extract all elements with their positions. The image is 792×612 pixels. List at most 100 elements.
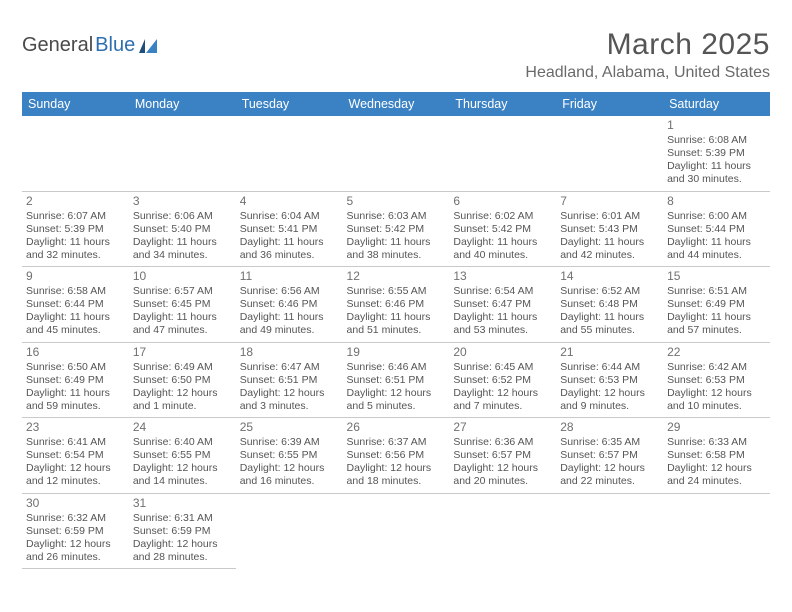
col-saturday: Saturday bbox=[663, 92, 770, 116]
sunrise-text: Sunrise: 6:52 AM bbox=[560, 285, 659, 298]
sunset-text: Sunset: 5:41 PM bbox=[240, 223, 339, 236]
day-number: 16 bbox=[26, 345, 125, 360]
sunrise-text: Sunrise: 6:02 AM bbox=[453, 210, 552, 223]
sunset-text: Sunset: 6:46 PM bbox=[347, 298, 446, 311]
calendar-cell: 10Sunrise: 6:57 AMSunset: 6:45 PMDayligh… bbox=[129, 267, 236, 343]
sunset-text: Sunset: 6:55 PM bbox=[133, 449, 232, 462]
sunrise-text: Sunrise: 6:51 AM bbox=[667, 285, 766, 298]
calendar-cell: 23Sunrise: 6:41 AMSunset: 6:54 PMDayligh… bbox=[22, 418, 129, 494]
sunset-text: Sunset: 6:44 PM bbox=[26, 298, 125, 311]
daylight-text: Daylight: 11 hours and 51 minutes. bbox=[347, 311, 446, 337]
daylight-text: Daylight: 12 hours and 16 minutes. bbox=[240, 462, 339, 488]
sunrise-text: Sunrise: 6:00 AM bbox=[667, 210, 766, 223]
sunrise-text: Sunrise: 6:08 AM bbox=[667, 134, 766, 147]
sunset-text: Sunset: 5:44 PM bbox=[667, 223, 766, 236]
calendar-cell: 17Sunrise: 6:49 AMSunset: 6:50 PMDayligh… bbox=[129, 342, 236, 418]
sunrise-text: Sunrise: 6:32 AM bbox=[26, 512, 125, 525]
col-sunday: Sunday bbox=[22, 92, 129, 116]
calendar-cell bbox=[343, 116, 450, 191]
sunset-text: Sunset: 6:55 PM bbox=[240, 449, 339, 462]
day-number: 29 bbox=[667, 420, 766, 435]
daylight-text: Daylight: 11 hours and 57 minutes. bbox=[667, 311, 766, 337]
sunrise-text: Sunrise: 6:33 AM bbox=[667, 436, 766, 449]
day-header-row: Sunday Monday Tuesday Wednesday Thursday… bbox=[22, 92, 770, 116]
sunrise-text: Sunrise: 6:44 AM bbox=[560, 361, 659, 374]
calendar-cell bbox=[236, 116, 343, 191]
calendar-cell: 9Sunrise: 6:58 AMSunset: 6:44 PMDaylight… bbox=[22, 267, 129, 343]
brand-part1: General bbox=[22, 34, 93, 57]
sunrise-text: Sunrise: 6:50 AM bbox=[26, 361, 125, 374]
daylight-text: Daylight: 11 hours and 40 minutes. bbox=[453, 236, 552, 262]
day-number: 14 bbox=[560, 269, 659, 284]
title-block: March 2025 Headland, Alabama, United Sta… bbox=[525, 28, 770, 82]
daylight-text: Daylight: 12 hours and 12 minutes. bbox=[26, 462, 125, 488]
sunrise-text: Sunrise: 6:39 AM bbox=[240, 436, 339, 449]
sunset-text: Sunset: 6:51 PM bbox=[347, 374, 446, 387]
sunrise-text: Sunrise: 6:56 AM bbox=[240, 285, 339, 298]
calendar-cell: 19Sunrise: 6:46 AMSunset: 6:51 PMDayligh… bbox=[343, 342, 450, 418]
calendar-cell: 29Sunrise: 6:33 AMSunset: 6:58 PMDayligh… bbox=[663, 418, 770, 494]
calendar-cell bbox=[449, 493, 556, 569]
calendar-page: GeneralBlue March 2025 Headland, Alabama… bbox=[0, 0, 792, 579]
sunrise-text: Sunrise: 6:36 AM bbox=[453, 436, 552, 449]
day-number: 9 bbox=[26, 269, 125, 284]
day-number: 13 bbox=[453, 269, 552, 284]
day-number: 22 bbox=[667, 345, 766, 360]
sunrise-text: Sunrise: 6:37 AM bbox=[347, 436, 446, 449]
daylight-text: Daylight: 12 hours and 7 minutes. bbox=[453, 387, 552, 413]
day-number: 18 bbox=[240, 345, 339, 360]
day-number: 24 bbox=[133, 420, 232, 435]
day-number: 12 bbox=[347, 269, 446, 284]
col-wednesday: Wednesday bbox=[343, 92, 450, 116]
calendar-cell: 3Sunrise: 6:06 AMSunset: 5:40 PMDaylight… bbox=[129, 191, 236, 267]
sunset-text: Sunset: 6:45 PM bbox=[133, 298, 232, 311]
brand-part2: Blue bbox=[95, 34, 135, 57]
sunrise-text: Sunrise: 6:03 AM bbox=[347, 210, 446, 223]
day-number: 23 bbox=[26, 420, 125, 435]
col-friday: Friday bbox=[556, 92, 663, 116]
day-number: 2 bbox=[26, 194, 125, 209]
day-number: 3 bbox=[133, 194, 232, 209]
calendar-cell: 11Sunrise: 6:56 AMSunset: 6:46 PMDayligh… bbox=[236, 267, 343, 343]
day-number: 30 bbox=[26, 496, 125, 511]
daylight-text: Daylight: 11 hours and 44 minutes. bbox=[667, 236, 766, 262]
sunset-text: Sunset: 5:40 PM bbox=[133, 223, 232, 236]
sunset-text: Sunset: 5:39 PM bbox=[26, 223, 125, 236]
day-number: 6 bbox=[453, 194, 552, 209]
sunset-text: Sunset: 6:57 PM bbox=[453, 449, 552, 462]
daylight-text: Daylight: 11 hours and 34 minutes. bbox=[133, 236, 232, 262]
calendar-cell: 25Sunrise: 6:39 AMSunset: 6:55 PMDayligh… bbox=[236, 418, 343, 494]
calendar-cell: 31Sunrise: 6:31 AMSunset: 6:59 PMDayligh… bbox=[129, 493, 236, 569]
calendar-cell: 15Sunrise: 6:51 AMSunset: 6:49 PMDayligh… bbox=[663, 267, 770, 343]
daylight-text: Daylight: 12 hours and 14 minutes. bbox=[133, 462, 232, 488]
day-number: 1 bbox=[667, 118, 766, 133]
calendar-cell bbox=[556, 493, 663, 569]
brand-logo: GeneralBlue bbox=[22, 28, 165, 57]
daylight-text: Daylight: 12 hours and 22 minutes. bbox=[560, 462, 659, 488]
daylight-text: Daylight: 12 hours and 26 minutes. bbox=[26, 538, 125, 564]
daylight-text: Daylight: 12 hours and 10 minutes. bbox=[667, 387, 766, 413]
daylight-text: Daylight: 11 hours and 47 minutes. bbox=[133, 311, 232, 337]
daylight-text: Daylight: 11 hours and 36 minutes. bbox=[240, 236, 339, 262]
calendar-cell: 2Sunrise: 6:07 AMSunset: 5:39 PMDaylight… bbox=[22, 191, 129, 267]
sunrise-text: Sunrise: 6:55 AM bbox=[347, 285, 446, 298]
sunset-text: Sunset: 6:57 PM bbox=[560, 449, 659, 462]
sunrise-text: Sunrise: 6:31 AM bbox=[133, 512, 232, 525]
sunrise-text: Sunrise: 6:07 AM bbox=[26, 210, 125, 223]
header: GeneralBlue March 2025 Headland, Alabama… bbox=[22, 28, 770, 82]
calendar-week: 16Sunrise: 6:50 AMSunset: 6:49 PMDayligh… bbox=[22, 342, 770, 418]
calendar-cell: 6Sunrise: 6:02 AMSunset: 5:42 PMDaylight… bbox=[449, 191, 556, 267]
sunset-text: Sunset: 5:43 PM bbox=[560, 223, 659, 236]
sunset-text: Sunset: 6:49 PM bbox=[26, 374, 125, 387]
daylight-text: Daylight: 11 hours and 59 minutes. bbox=[26, 387, 125, 413]
calendar-cell bbox=[343, 493, 450, 569]
daylight-text: Daylight: 11 hours and 42 minutes. bbox=[560, 236, 659, 262]
calendar-cell bbox=[22, 116, 129, 191]
daylight-text: Daylight: 12 hours and 24 minutes. bbox=[667, 462, 766, 488]
sunrise-text: Sunrise: 6:46 AM bbox=[347, 361, 446, 374]
daylight-text: Daylight: 11 hours and 32 minutes. bbox=[26, 236, 125, 262]
sunset-text: Sunset: 6:47 PM bbox=[453, 298, 552, 311]
sunrise-text: Sunrise: 6:47 AM bbox=[240, 361, 339, 374]
sunrise-text: Sunrise: 6:45 AM bbox=[453, 361, 552, 374]
sunrise-text: Sunrise: 6:01 AM bbox=[560, 210, 659, 223]
